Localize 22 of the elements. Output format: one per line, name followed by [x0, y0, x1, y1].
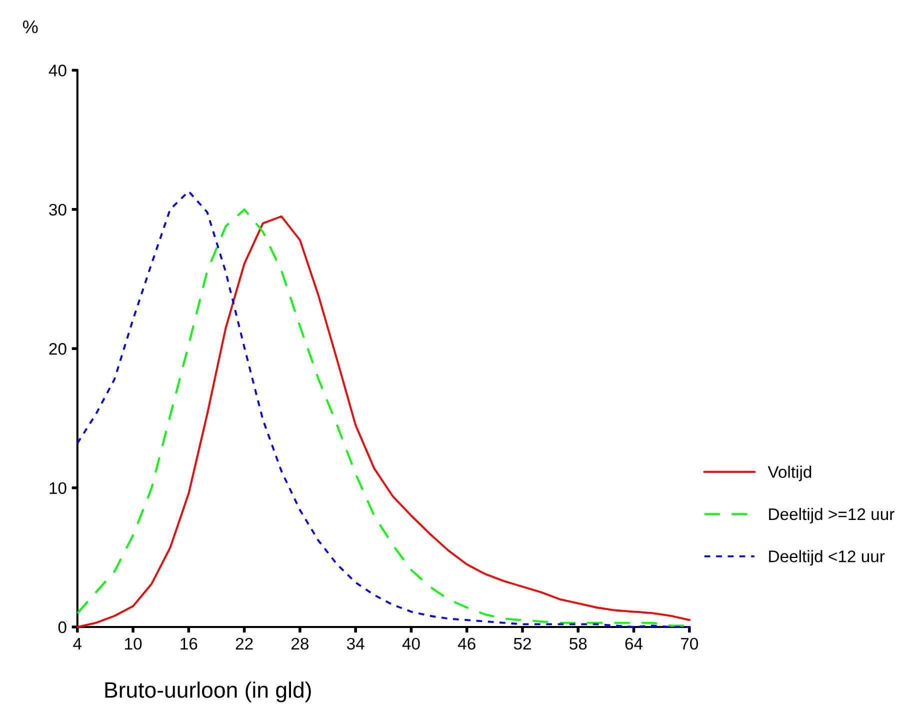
x-tick-label: 58 — [570, 638, 587, 650]
x-tick-label: 16 — [180, 638, 198, 650]
legend-label: Deeltijd <12 uur — [769, 550, 885, 566]
x-tick-label: 70 — [680, 638, 698, 650]
x-tick-label: 64 — [625, 638, 643, 650]
x-axis-title: Bruto-uurloon (in gld) — [105, 682, 311, 702]
legend-label: Deeltijd >=12 uur — [769, 508, 894, 524]
y-tick-label: 20 — [49, 343, 66, 355]
x-tick-label: 4 — [73, 638, 82, 650]
y-axis-title: % — [22, 20, 38, 34]
x-tick-label: 28 — [292, 638, 308, 650]
x-tick-label: 10 — [125, 638, 142, 650]
y-tick-label: 30 — [49, 204, 66, 216]
legend-label: Voltijd — [768, 466, 812, 482]
x-tick-label: 40 — [402, 638, 420, 650]
x-tick-label: 34 — [346, 638, 364, 650]
x-tick-label: 52 — [514, 638, 531, 650]
x-tick-label: 46 — [458, 638, 476, 650]
y-tick-label: 10 — [50, 482, 66, 494]
y-tick-label: 40 — [48, 64, 66, 76]
y-tick-label: 0 — [58, 621, 66, 634]
x-tick-label: 22 — [236, 638, 253, 650]
